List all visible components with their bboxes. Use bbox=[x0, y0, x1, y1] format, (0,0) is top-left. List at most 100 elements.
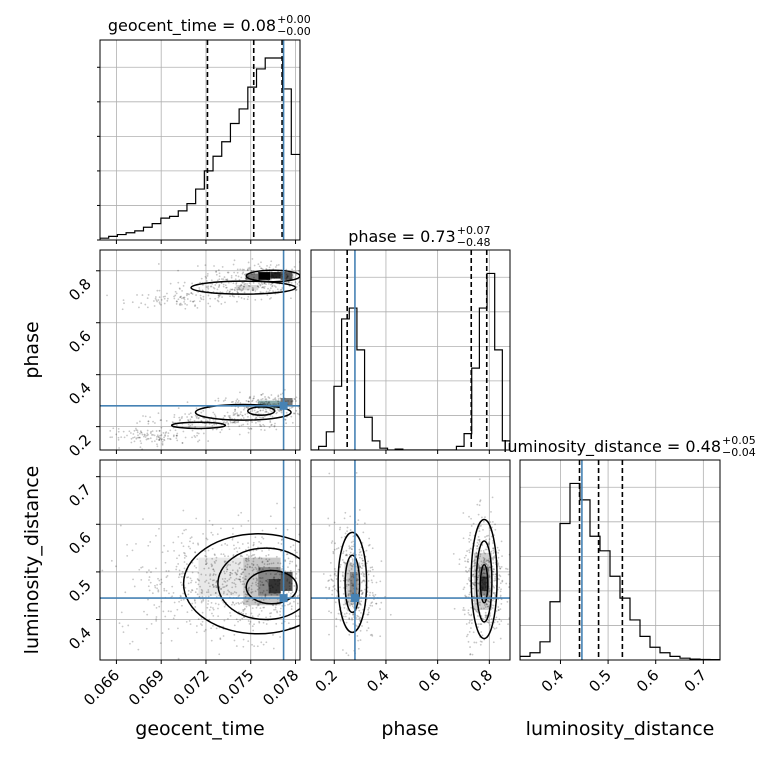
scatter-point bbox=[226, 544, 229, 547]
scatter-point bbox=[361, 559, 364, 562]
scatter-point bbox=[345, 553, 348, 556]
scatter-point bbox=[259, 283, 262, 286]
scatter-point bbox=[223, 560, 226, 563]
scatter-point bbox=[246, 298, 249, 301]
scatter-point bbox=[226, 278, 229, 281]
scatter-point bbox=[234, 409, 237, 411]
scatter-point bbox=[245, 420, 247, 423]
scatter-point bbox=[263, 282, 266, 285]
scatter-point bbox=[305, 632, 307, 634]
scatter-point bbox=[313, 274, 315, 276]
scatter-point bbox=[204, 275, 207, 278]
scatter-point bbox=[470, 627, 472, 629]
scatter-point bbox=[209, 578, 212, 581]
scatter-point bbox=[266, 274, 269, 277]
scatter-point bbox=[491, 496, 494, 499]
scatter-point bbox=[270, 260, 273, 263]
scatter-point bbox=[161, 551, 164, 554]
scatter-point bbox=[209, 573, 212, 576]
scatter-point bbox=[238, 603, 240, 605]
scatter-point bbox=[267, 412, 270, 415]
scatter-point bbox=[256, 645, 259, 648]
scatter-point bbox=[483, 577, 486, 579]
scatter-point bbox=[283, 604, 286, 607]
scatter-point bbox=[303, 405, 305, 407]
scatter-point bbox=[222, 625, 225, 628]
scatter-point bbox=[260, 641, 263, 644]
scatter-point bbox=[271, 284, 274, 287]
scatter-point bbox=[327, 535, 329, 537]
scatter-point bbox=[240, 612, 243, 614]
scatter-point bbox=[313, 396, 315, 398]
scatter-point bbox=[248, 586, 251, 589]
scatter-point bbox=[469, 591, 472, 594]
scatter-point bbox=[493, 556, 496, 559]
scatter-point bbox=[365, 549, 368, 552]
scatter-point bbox=[356, 573, 359, 576]
scatter-point bbox=[499, 594, 502, 597]
scatter-point bbox=[240, 573, 242, 575]
scatter-point bbox=[249, 566, 251, 569]
scatter-point bbox=[478, 604, 481, 606]
scatter-point bbox=[360, 600, 363, 603]
scatter-point bbox=[196, 415, 198, 418]
scatter-point bbox=[155, 299, 158, 301]
scatter-point bbox=[487, 568, 489, 570]
scatter-point bbox=[477, 615, 479, 617]
scatter-point bbox=[285, 276, 288, 279]
scatter-point bbox=[157, 435, 160, 438]
scatter-point bbox=[255, 583, 258, 586]
scatter-point bbox=[131, 549, 134, 552]
scatter-point bbox=[499, 582, 502, 585]
scatter-point bbox=[475, 552, 478, 555]
scatter-point bbox=[352, 535, 355, 538]
scatter-point bbox=[234, 571, 237, 574]
scatter-point bbox=[314, 615, 316, 617]
scatter-point bbox=[275, 412, 278, 415]
scatter-point bbox=[258, 265, 261, 268]
scatter-point bbox=[333, 584, 336, 587]
scatter-point bbox=[468, 630, 471, 633]
scatter-point bbox=[244, 578, 246, 581]
scatter-point bbox=[252, 543, 255, 546]
scatter-point bbox=[295, 288, 298, 291]
panel-frame bbox=[99, 39, 301, 241]
scatter-point bbox=[152, 433, 154, 436]
scatter-point bbox=[235, 573, 238, 576]
scatter-point bbox=[248, 268, 251, 270]
scatter-point bbox=[233, 421, 235, 424]
scatter-point bbox=[242, 423, 245, 426]
scatter-point bbox=[109, 436, 112, 439]
scatter-point bbox=[347, 580, 350, 582]
scatter-point bbox=[328, 586, 331, 589]
scatter-point bbox=[216, 279, 219, 282]
scatter-point bbox=[497, 609, 500, 612]
scatter-point bbox=[183, 561, 186, 563]
scatter-point bbox=[147, 598, 149, 601]
scatter-point bbox=[467, 558, 470, 561]
scatter-point bbox=[260, 610, 263, 612]
scatter-point bbox=[467, 609, 470, 612]
scatter-point bbox=[159, 642, 162, 644]
scatter-point bbox=[352, 613, 354, 616]
scatter-point bbox=[256, 582, 259, 585]
scatter-point bbox=[250, 584, 253, 587]
scatter-point bbox=[488, 595, 491, 597]
scatter-point bbox=[211, 584, 214, 586]
scatter-point bbox=[366, 613, 369, 616]
scatter-point bbox=[140, 431, 143, 434]
scatter-point bbox=[205, 591, 208, 594]
scatter-point bbox=[154, 422, 156, 424]
scatter-point bbox=[126, 543, 128, 546]
scatter-point bbox=[295, 572, 298, 575]
scatter-point bbox=[187, 582, 190, 585]
scatter-point bbox=[463, 609, 466, 612]
scatter-point bbox=[217, 615, 220, 618]
scatter-point bbox=[343, 561, 346, 564]
scatter-point bbox=[303, 591, 305, 593]
scatter-point bbox=[167, 628, 170, 630]
scatter-point bbox=[307, 555, 309, 557]
scatter-point bbox=[177, 657, 180, 660]
scatter-point bbox=[200, 600, 203, 603]
scatter-point bbox=[470, 614, 472, 617]
